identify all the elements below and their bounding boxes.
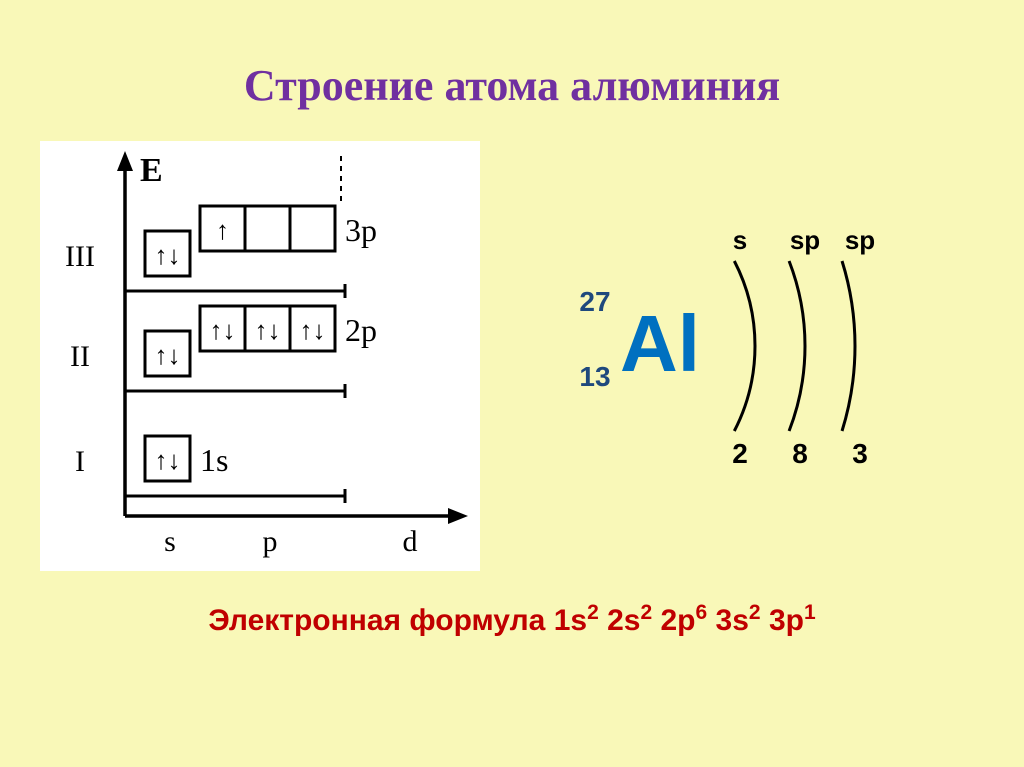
formula-prefix: Электронная формула: [208, 604, 545, 637]
svg-text:↑↓: ↑↓: [155, 240, 181, 270]
svg-text:1s: 1s: [200, 442, 228, 478]
svg-text:sp: sp: [845, 225, 875, 255]
formula-term: 2p6: [661, 604, 708, 637]
shell-svg: Al 27 13 s spsp 2 8 3: [540, 201, 970, 481]
svg-text:I: I: [75, 445, 85, 478]
svg-text:p: p: [263, 525, 278, 558]
svg-text:↑↓: ↑↓: [255, 315, 281, 345]
svg-text:3: 3: [852, 438, 868, 469]
svg-text:III: III: [65, 240, 95, 273]
svg-text:Al: Al: [620, 299, 700, 388]
svg-text:↑: ↑: [216, 215, 229, 245]
svg-text:27: 27: [579, 286, 610, 317]
svg-text:2p: 2p: [345, 312, 377, 348]
energy-diagram: Es p d III ↑↓ ↑ 3p II ↑↓ ↑↓ ↑↓ ↑↓ 2p I ↑↓ 1s: [40, 141, 480, 571]
svg-text:d: d: [403, 525, 418, 558]
svg-text:s: s: [733, 225, 747, 255]
svg-text:s: s: [164, 525, 176, 558]
electron-formula: Электронная формула 1s2 2s2 2p6 3s2 3p1: [30, 601, 994, 638]
page-title: Строение атома алюминия: [30, 60, 994, 111]
formula-term: 2s2: [607, 604, 652, 637]
slide: Строение атома алюминия EspdIII↑↓↑3pII↑↓…: [0, 0, 1024, 767]
svg-text:II: II: [70, 340, 90, 373]
formula-term: 3p1: [769, 604, 816, 637]
svg-text:↑↓: ↑↓: [210, 315, 236, 345]
content-row: EspdIII↑↓↑3pII↑↓↑↓↑↓↑↓2pI↑↓1s Al2713ssps…: [30, 141, 994, 571]
svg-text:3p: 3p: [345, 212, 377, 248]
svg-text:E: E: [140, 152, 163, 189]
svg-text:2: 2: [732, 438, 748, 469]
formula-term: 1s2: [554, 604, 599, 637]
svg-text:↑↓: ↑↓: [155, 445, 181, 475]
svg-text:sp: sp: [790, 225, 820, 255]
svg-text:↑↓: ↑↓: [300, 315, 326, 345]
svg-text:13: 13: [579, 361, 610, 392]
shell-notation: Al 27 13 s spsp 2 8 3: [540, 201, 984, 481]
svg-text:8: 8: [792, 438, 808, 469]
svg-text:↑↓: ↑↓: [155, 340, 181, 370]
energy-diagram-svg: Es p d III ↑↓ ↑ 3p II ↑↓ ↑↓ ↑↓ ↑↓ 2p I ↑↓ 1s: [40, 141, 480, 571]
formula-term: 3s2: [716, 604, 761, 637]
